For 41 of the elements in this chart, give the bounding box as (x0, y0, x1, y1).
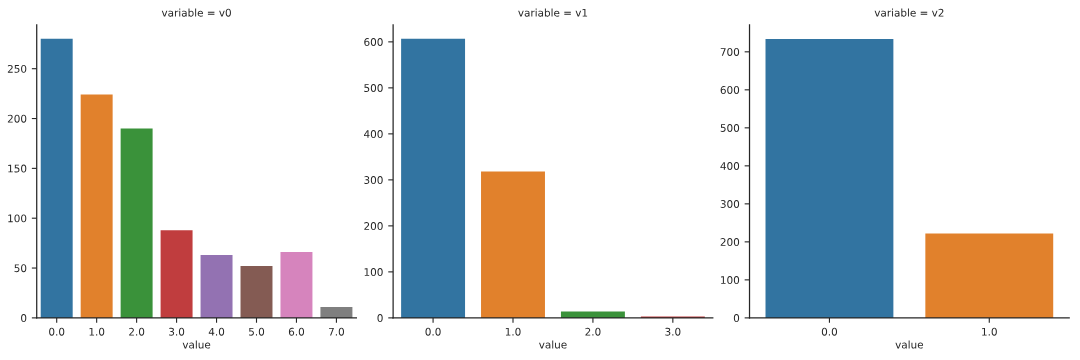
x-tick-label: 7.0 (328, 327, 345, 336)
x-tick-label: 1.0 (982, 327, 997, 336)
y-tick-label: 500 (720, 124, 740, 132)
x-tick-label: 1.0 (89, 327, 105, 336)
chart-title: variable = v2 (874, 8, 944, 17)
y-tick-label: 600 (364, 38, 383, 46)
chart-title: variable = v1 (518, 8, 588, 17)
x-axis-title: value (539, 340, 567, 349)
y-tick-label: 200 (7, 114, 27, 123)
y-tick-label: 600 (720, 86, 740, 94)
y-tick-label: 150 (8, 164, 27, 173)
y-tick-label: 400 (364, 130, 383, 138)
x-tick-label: 5.0 (249, 327, 265, 336)
y-tick-label: 100 (8, 214, 27, 223)
x-tick-label: 1.0 (505, 327, 521, 336)
y-tick-label: 50 (14, 264, 27, 273)
y-tick-label: 300 (364, 176, 383, 184)
x-tick-label: 0.0 (821, 327, 838, 336)
y-tick-label: 0 (377, 314, 383, 322)
y-tick-label: 200 (364, 222, 383, 230)
y-tick-label: 100 (721, 276, 740, 284)
x-tick-label: 3.0 (169, 327, 185, 336)
x-tick-label: 3.0 (665, 327, 681, 336)
y-tick-label: 0 (733, 314, 740, 322)
x-tick-label: 4.0 (208, 327, 225, 336)
x-tick-label: 0.0 (425, 327, 441, 336)
x-tick-label: 0.0 (49, 327, 65, 336)
y-tick-label: 200 (720, 238, 740, 246)
chart-title: variable = v0 (161, 8, 231, 17)
y-tick-label: 100 (364, 268, 383, 276)
x-tick-label: 2.0 (129, 327, 145, 336)
y-tick-label: 300 (720, 200, 740, 208)
x-tick-label: 2.0 (585, 327, 601, 336)
x-axis-title: value (182, 340, 211, 349)
y-tick-label: 250 (7, 64, 27, 73)
y-tick-label: 500 (364, 84, 383, 92)
y-tick-label: 700 (720, 48, 740, 56)
x-tick-label: 6.0 (288, 327, 305, 336)
y-tick-label: 400 (720, 162, 740, 170)
y-tick-label: 0 (21, 314, 27, 322)
x-axis-title: value (895, 340, 924, 349)
